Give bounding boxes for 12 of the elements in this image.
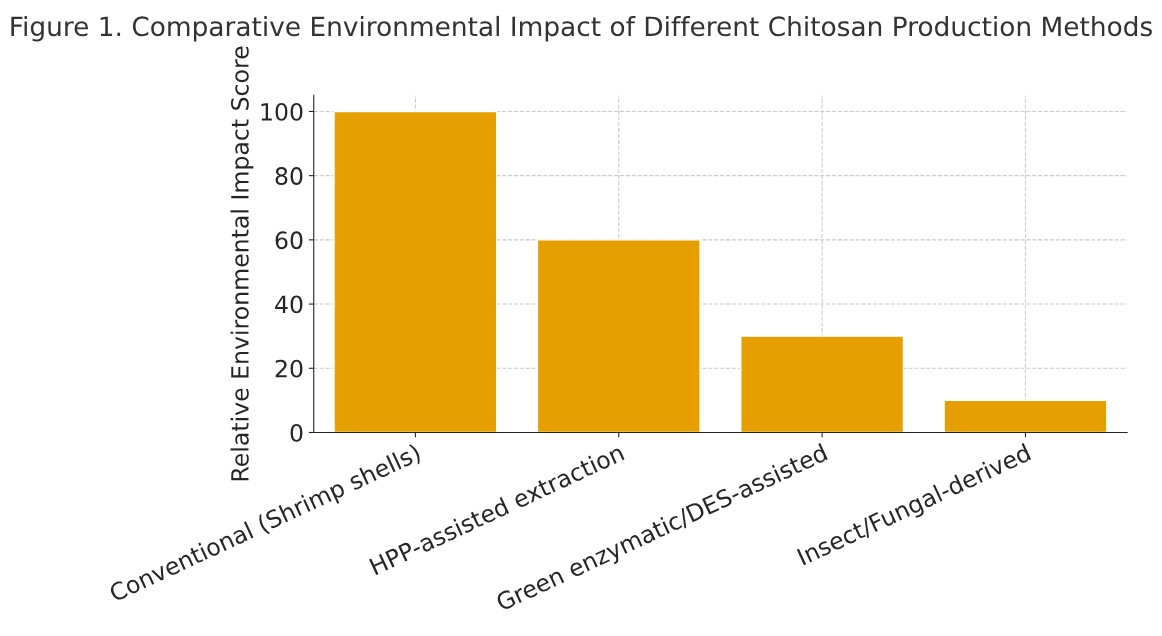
y-tick-label: 0 <box>290 423 303 442</box>
y-tick-label: 80 <box>275 167 303 185</box>
bar <box>536 239 701 433</box>
y-tick-label: 40 <box>275 295 303 314</box>
bar <box>333 110 498 433</box>
bar <box>740 335 905 433</box>
bar <box>943 399 1108 433</box>
y-tick-label: 60 <box>275 231 303 250</box>
y-tick-label: 20 <box>275 359 303 378</box>
y-axis-title: Relative Environmental Impact Score <box>230 46 254 481</box>
y-tick-label: 100 <box>261 102 303 121</box>
chart-title: Figure 1. Comparative Environmental Impact of Different Chitosan Production Methods <box>11 15 1152 42</box>
